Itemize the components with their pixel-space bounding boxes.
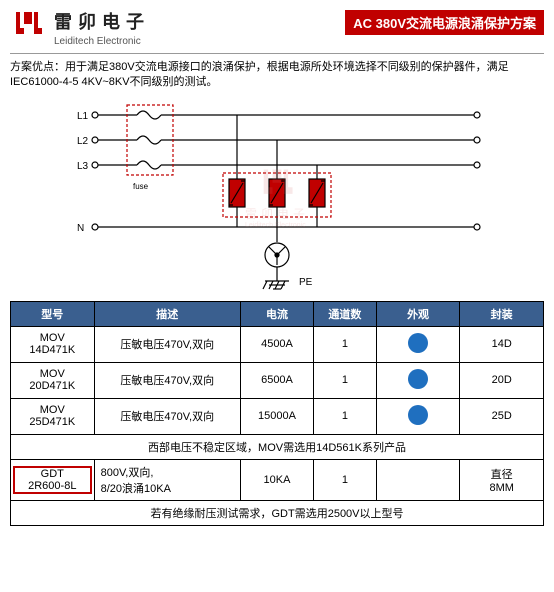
- cell-ch: 1: [314, 459, 377, 500]
- cell-ch: 1: [314, 362, 377, 398]
- circuit-svg: L1 L2 L3 fuse N: [37, 97, 517, 297]
- table-row: MOV20D471K压敏电压470V,双向6500A1 20D: [11, 362, 544, 398]
- note-row-1: 西部电压不稳定区域，MOV需选用14D561K系列产品: [11, 434, 544, 459]
- header-divider: [10, 53, 544, 54]
- cell-pkg: 20D: [460, 362, 544, 398]
- cell-desc: 800V,双向,8/20浪涌10KA: [94, 459, 240, 500]
- cell-current: 10KA: [240, 459, 313, 500]
- component-table: 型号 描述 电流 通道数 外观 封装 MOV14D471K压敏电压470V,双向…: [10, 301, 544, 526]
- cell-appearance: [376, 326, 460, 362]
- mov-disc-icon: [408, 333, 428, 353]
- cell-appearance: [376, 398, 460, 434]
- cell-model: MOV20D471K: [11, 362, 95, 398]
- label-n: N: [77, 223, 84, 234]
- note-row-2: 若有绝缘耐压测试需求，GDT需选用2500V以上型号: [11, 500, 544, 525]
- col-current: 电流: [240, 301, 313, 326]
- table-row-gdt: GDT2R600-8L800V,双向,8/20浪涌10KA10KA1 直径8MM: [11, 459, 544, 500]
- brand-text: 雷卯电子 Leiditech Electronic: [54, 8, 150, 47]
- label-l3: L3: [77, 161, 89, 172]
- col-desc: 描述: [94, 301, 240, 326]
- doc-title: AC 380V交流电源浪涌保护方案: [345, 10, 544, 35]
- cell-appearance: [376, 459, 460, 500]
- mov-disc-icon: [408, 369, 428, 389]
- description-text: 方案优点：用于满足380V交流电源接口的浪涌保护，根据电源所处环境选择不同级别的…: [0, 60, 554, 97]
- col-package: 封装: [460, 301, 544, 326]
- mov-disc-icon: [408, 405, 428, 425]
- table-row: MOV14D471K压敏电压470V,双向4500A1 14D: [11, 326, 544, 362]
- table-body: MOV14D471K压敏电压470V,双向4500A114DMOV20D471K…: [11, 326, 544, 525]
- cell-ch: 1: [314, 326, 377, 362]
- circuit-diagram: 雷卯电子 Leiditech Electronic L1 L2 L3 fuse …: [37, 97, 517, 297]
- label-pe: PE: [299, 277, 313, 288]
- col-channels: 通道数: [314, 301, 377, 326]
- cell-desc: 压敏电压470V,双向: [94, 362, 240, 398]
- col-appearance: 外观: [376, 301, 460, 326]
- cell-model: GDT2R600-8L: [11, 459, 95, 500]
- col-model: 型号: [11, 301, 95, 326]
- table-row: MOV25D471K压敏电压470V,双向15000A1 25D: [11, 398, 544, 434]
- cell-pkg: 14D: [460, 326, 544, 362]
- note-1: 西部电压不稳定区域，MOV需选用14D561K系列产品: [11, 434, 544, 459]
- cell-appearance: [376, 362, 460, 398]
- cell-model: MOV14D471K: [11, 326, 95, 362]
- cell-current: 6500A: [240, 362, 313, 398]
- cell-current: 4500A: [240, 326, 313, 362]
- label-l2: L2: [77, 136, 89, 147]
- brand-name-en: Leiditech Electronic: [54, 36, 150, 47]
- table-header-row: 型号 描述 电流 通道数 外观 封装: [11, 301, 544, 326]
- note-2: 若有绝缘耐压测试需求，GDT需选用2500V以上型号: [11, 500, 544, 525]
- cell-model: MOV25D471K: [11, 398, 95, 434]
- brand-logo: [10, 8, 46, 44]
- header: 雷卯电子 Leiditech Electronic AC 380V交流电源浪涌保…: [0, 0, 554, 53]
- label-l1: L1: [77, 111, 89, 122]
- cell-desc: 压敏电压470V,双向: [94, 326, 240, 362]
- label-fuse: fuse: [133, 182, 149, 191]
- cell-pkg: 25D: [460, 398, 544, 434]
- brand-name-cn: 雷卯电子: [54, 8, 150, 34]
- cell-pkg: 直径8MM: [460, 459, 544, 500]
- cell-desc: 压敏电压470V,双向: [94, 398, 240, 434]
- cell-current: 15000A: [240, 398, 313, 434]
- cell-ch: 1: [314, 398, 377, 434]
